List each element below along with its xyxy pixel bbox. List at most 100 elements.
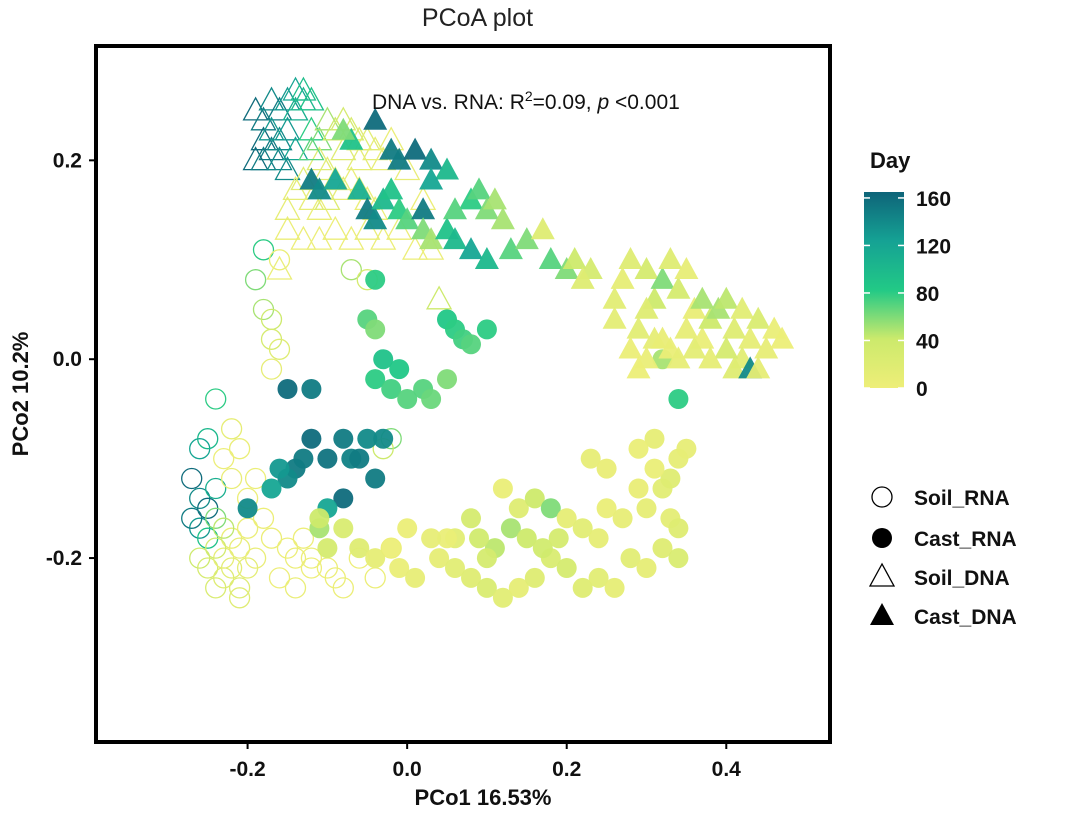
legend-label: Cast_DNA [914,606,1017,629]
data-point [322,215,349,240]
x-tick-label: -0.2 [229,758,265,781]
data-point [323,167,348,190]
data-point [363,107,388,130]
data-point [397,389,418,409]
data-point [514,227,539,250]
data-point [588,528,609,549]
data-point [498,237,523,260]
data-point [258,116,285,141]
stats-annotation: DNA vs. RNA: R2=0.09, p <0.001 [372,88,680,114]
data-point [306,225,333,250]
data-point [612,508,633,529]
data-point [461,567,481,588]
data-point [508,498,529,519]
data-point [572,518,593,539]
data-point [411,197,436,220]
data-point [389,359,410,380]
data-point [395,207,420,230]
data-point [205,477,227,500]
chart-title: PCoA plot [421,4,534,32]
data-point [306,195,333,220]
colorbar-tick-label: 80 [916,283,939,306]
legend-label: Soil_RNA [914,487,1010,510]
y-tick-label: 0.0 [53,348,82,371]
data-point [482,187,507,210]
y-tick-label: -0.2 [46,547,82,570]
data-point [469,528,489,549]
data-point [381,538,402,559]
data-point [268,567,291,589]
data-point [660,468,681,489]
data-point [333,518,354,539]
data-point [317,448,338,469]
data-point [618,247,643,269]
data-point [556,558,577,578]
data-point [476,319,497,340]
data-point [530,217,555,240]
data-point [548,528,569,549]
data-point [379,177,404,200]
data-point [674,316,699,339]
data-point [666,346,691,369]
data-point [314,106,341,131]
data-point [658,247,683,269]
legend-label: Cast_RNA [914,528,1017,551]
data-point [365,319,386,340]
data-point [516,528,537,549]
x-axis-label: PCo1 16.53% [415,785,552,810]
data-point [461,508,481,529]
data-point [538,247,563,269]
y-tick-label: 0.2 [53,149,82,172]
data-point [268,338,291,360]
data-point [205,577,227,599]
data-point [242,96,269,121]
data-point [181,467,203,490]
data-point [354,126,381,151]
data-point [474,247,499,269]
data-point [197,428,219,450]
data-point [220,467,243,490]
data-point [467,177,491,200]
data-point [429,548,450,569]
data-point [570,266,595,289]
data-point [596,458,617,479]
data-point [373,349,394,370]
data-point [298,86,325,111]
data-point [596,498,617,519]
data-point [250,146,277,171]
data-point [426,285,453,310]
data-point [300,547,323,569]
data-point [277,379,298,399]
data-point [556,508,577,529]
data-point [362,136,389,161]
data-point [459,237,483,260]
data-point [317,538,338,559]
data-point [261,478,282,499]
data-point [292,527,315,549]
data-point [668,389,689,409]
data-point [403,137,428,160]
data-point [346,146,373,171]
data-point [260,358,283,380]
data-point [309,508,330,529]
data-point [365,548,386,569]
data-point [500,518,521,539]
data-point [365,269,386,290]
x-tick-label: 0.0 [393,758,422,781]
data-point [370,225,397,250]
data-point [397,518,418,539]
data-point [445,558,465,578]
data-point [237,498,258,519]
data-point [244,467,267,490]
data-point [618,336,643,359]
legend-marker [870,603,894,625]
data-point [258,86,285,111]
data-point [698,346,723,369]
data-point [274,116,301,141]
data-point [387,147,412,170]
data-point [636,498,657,519]
data-point [266,255,293,280]
data-point [301,428,322,449]
legend-marker [872,528,892,548]
